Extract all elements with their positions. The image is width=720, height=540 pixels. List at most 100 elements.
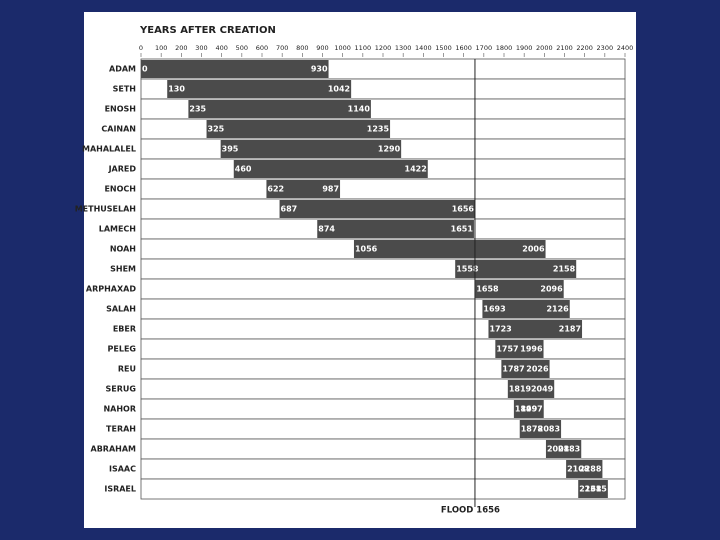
row-band	[140, 458, 626, 480]
bar	[513, 400, 544, 418]
x-tick-label: 400	[215, 44, 227, 52]
end-label: 2158	[553, 265, 576, 274]
category-label: ENOSH	[105, 105, 136, 114]
bar	[220, 140, 402, 158]
bar	[501, 360, 550, 378]
start-label: 1693	[483, 305, 505, 314]
end-label: 2083	[538, 425, 560, 434]
bar	[188, 100, 371, 118]
x-tick-label: 200	[175, 44, 187, 52]
start-label: 1757	[496, 345, 518, 354]
start-label: 1723	[489, 325, 511, 334]
category-label: CAINAN	[101, 125, 136, 134]
x-tick-label: 800	[296, 44, 308, 52]
category-label: SETH	[113, 85, 136, 94]
bar	[488, 320, 583, 338]
bar	[495, 340, 544, 358]
category-label: NOAH	[110, 245, 136, 254]
x-tick-label: 2100	[556, 44, 573, 52]
end-label: 930	[311, 65, 328, 74]
x-tick-label: 0	[139, 44, 143, 52]
end-label: 1140	[348, 105, 371, 114]
chart-title: YEARS AFTER CREATION	[139, 25, 276, 36]
category-label: NAHOR	[103, 405, 136, 414]
end-label: 2026	[526, 365, 549, 374]
row-band	[140, 338, 626, 360]
x-tick-label: 700	[276, 44, 288, 52]
start-label: 130	[168, 85, 185, 94]
bar	[455, 260, 577, 278]
x-tick-label: 1000	[334, 44, 351, 52]
x-tick-label: 2200	[576, 44, 593, 52]
start-label: 0	[142, 65, 148, 74]
bar	[266, 180, 341, 198]
start-label: 1558	[456, 265, 479, 274]
x-tick-label: 1800	[496, 44, 513, 52]
x-tick-label: 2400	[617, 44, 634, 52]
end-label: 1997	[520, 405, 542, 414]
flood-label: FLOOD 1656	[441, 506, 500, 516]
start-label: 2108	[567, 465, 590, 474]
end-label: 2183	[558, 445, 580, 454]
start-label: 1819	[509, 385, 532, 394]
category-label: LAMECH	[99, 225, 136, 234]
end-label: 987	[322, 185, 339, 194]
row-band	[140, 358, 626, 380]
bar	[507, 380, 555, 398]
x-tick-label: 1600	[455, 44, 472, 52]
start-label: 1878	[521, 425, 544, 434]
category-label: MAHALALEL	[82, 145, 136, 154]
category-label: ABRAHAM	[91, 445, 137, 454]
x-tick-label: 500	[236, 44, 248, 52]
start-label: 2008	[547, 445, 570, 454]
end-label: 2187	[559, 325, 581, 334]
start-label: 460	[235, 165, 252, 174]
start-label: 874	[318, 225, 335, 234]
category-label: ISRAEL	[104, 485, 136, 494]
category-label: SHEM	[110, 265, 136, 274]
category-label: METHUSELAH	[75, 205, 136, 214]
end-label: 1996	[520, 345, 543, 354]
bar	[141, 60, 329, 78]
category-label: TERAH	[106, 425, 136, 434]
bar	[566, 460, 603, 478]
category-label: ADAM	[109, 65, 136, 74]
start-label: 325	[208, 125, 225, 134]
x-tick-label: 1900	[516, 44, 533, 52]
bar	[206, 120, 391, 138]
start-label: 1658	[476, 285, 499, 294]
end-label: 1235	[367, 125, 390, 134]
category-label: SALAH	[106, 305, 136, 314]
x-tick-label: 1300	[395, 44, 412, 52]
bar	[519, 420, 562, 438]
end-label: 1042	[328, 85, 350, 94]
category-label: JARED	[108, 165, 137, 174]
category-label: ENOCH	[104, 185, 136, 194]
end-label: 2288	[579, 465, 602, 474]
x-tick-label: 100	[155, 44, 167, 52]
bar	[233, 160, 428, 178]
x-tick-label: 1100	[355, 44, 372, 52]
start-label: 235	[189, 105, 206, 114]
bar	[545, 440, 582, 458]
start-label: 622	[267, 185, 284, 194]
category-label: ARPHAXAD	[86, 285, 136, 294]
bar	[578, 480, 608, 498]
end-label: 1656	[452, 205, 475, 214]
row-band	[140, 178, 626, 200]
x-tick-label: 1500	[435, 44, 452, 52]
end-label: 2126	[546, 305, 569, 314]
start-label: 1849	[515, 405, 538, 414]
end-label: 2315	[585, 485, 608, 494]
end-label: 1290	[378, 145, 401, 154]
x-tick-label: 2000	[536, 44, 553, 52]
end-label: 2006	[522, 245, 545, 254]
bar	[167, 80, 352, 98]
x-tick-label: 1400	[415, 44, 432, 52]
category-label: ISAAC	[109, 465, 136, 474]
x-tick-label: 600	[256, 44, 268, 52]
x-tick-label: 2300	[597, 44, 614, 52]
bar	[475, 280, 564, 298]
bar	[279, 200, 475, 218]
